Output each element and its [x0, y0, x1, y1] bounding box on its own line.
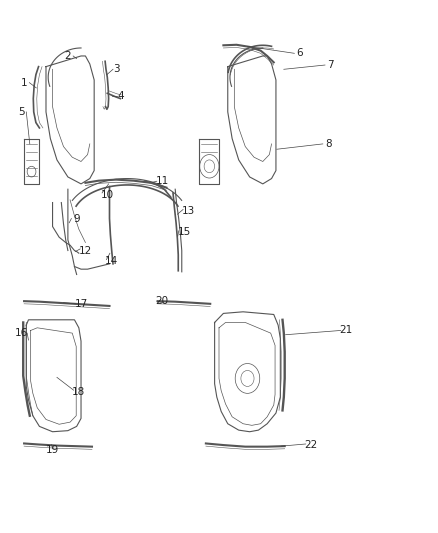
Text: 11: 11: [155, 176, 169, 186]
Text: 6: 6: [297, 49, 304, 58]
Text: 16: 16: [15, 328, 28, 338]
Text: 22: 22: [304, 440, 318, 450]
Text: 20: 20: [155, 296, 169, 306]
Text: 13: 13: [182, 206, 195, 215]
Text: 7: 7: [327, 60, 334, 70]
Text: 17: 17: [74, 299, 88, 309]
Text: 9: 9: [73, 214, 80, 223]
Text: 4: 4: [117, 91, 124, 101]
Text: 5: 5: [18, 107, 25, 117]
Text: 8: 8: [325, 139, 332, 149]
Text: 1: 1: [21, 78, 28, 87]
Text: 3: 3: [113, 64, 120, 74]
Text: 2: 2: [64, 51, 71, 61]
Text: 18: 18: [72, 387, 85, 397]
Text: 12: 12: [79, 246, 92, 255]
Text: 10: 10: [101, 190, 114, 199]
Text: 14: 14: [105, 256, 118, 266]
Text: 15: 15: [177, 227, 191, 237]
Text: 21: 21: [339, 326, 353, 335]
Text: 19: 19: [46, 446, 59, 455]
